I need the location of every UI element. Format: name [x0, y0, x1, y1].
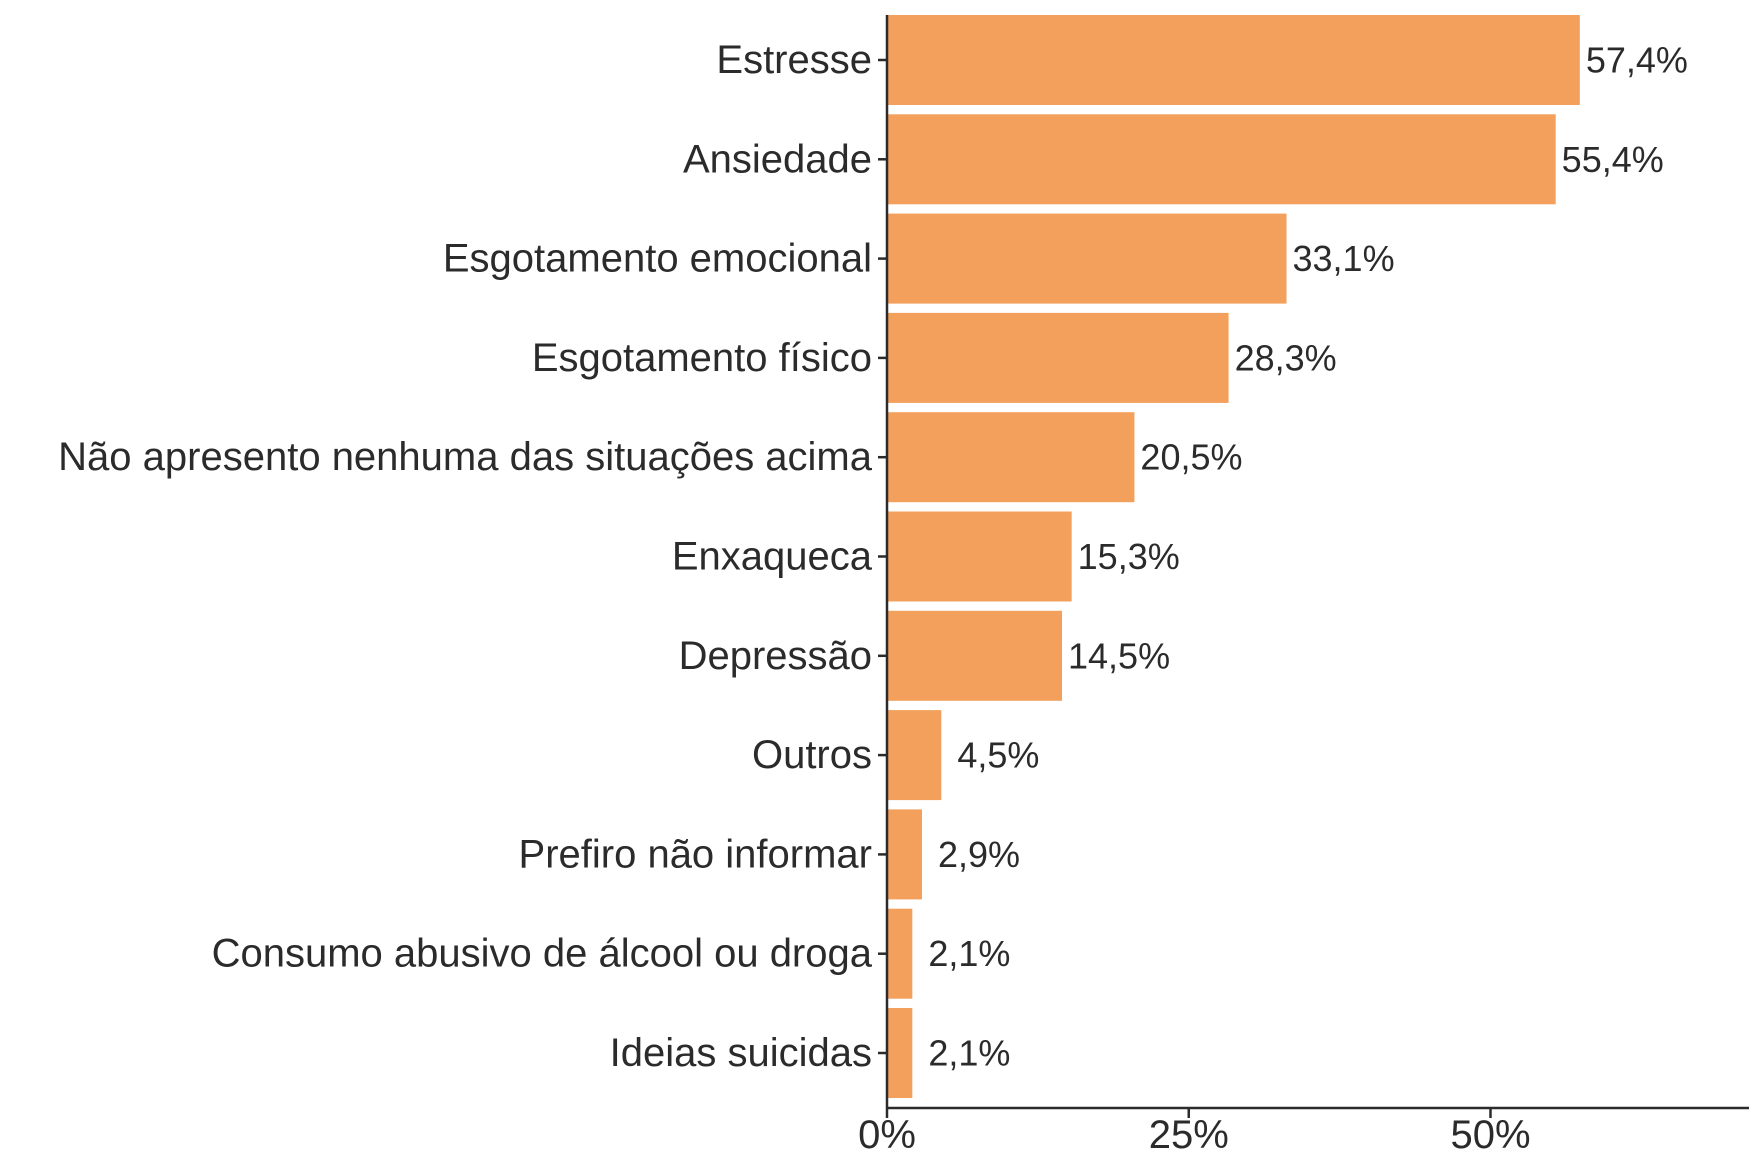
value-label: 2,9% [938, 834, 1020, 875]
value-labels: 57,4% 55,4% 33,1% 28,3% 20,5% 15,3% 14,5% 4,5% 2… [928, 40, 1688, 1074]
value-label: 20,5% [1140, 437, 1242, 478]
category-label: Ansiedade [683, 137, 872, 181]
category-label: Depressão [679, 634, 872, 678]
value-label: 2,1% [928, 1033, 1010, 1074]
bar [887, 710, 942, 801]
value-label: 15,3% [1078, 536, 1180, 577]
category-label: Não apresento nenhuma das situações acim… [58, 435, 873, 479]
category-label: Ideias suicidas [610, 1031, 872, 1075]
category-label: Consumo abusivo de álcool ou droga [212, 932, 873, 976]
bar [887, 809, 923, 900]
category-label: Prefiro não informar [519, 832, 872, 876]
category-label: Estresse [716, 38, 872, 82]
bar [887, 213, 1287, 304]
value-label: 55,4% [1562, 139, 1664, 180]
bar [887, 511, 1072, 602]
bars-layer [887, 15, 1580, 1098]
bar [887, 412, 1135, 503]
category-label: Esgotamento físico [532, 336, 872, 380]
value-label: 28,3% [1235, 337, 1337, 378]
x-tick-label: 50% [1450, 1113, 1530, 1157]
bar [887, 15, 1580, 105]
x-axis-ticks: 0% 25% 50% [858, 1108, 1531, 1157]
category-label: Enxaqueca [672, 535, 873, 579]
bar [887, 114, 1556, 205]
value-label: 14,5% [1068, 635, 1170, 676]
value-label: 33,1% [1293, 238, 1395, 279]
value-label: 57,4% [1586, 40, 1688, 81]
bar [887, 908, 913, 999]
category-label: Esgotamento emocional [443, 237, 872, 281]
value-label: 4,5% [957, 735, 1039, 776]
bar [887, 610, 1063, 701]
category-labels: Estresse Ansiedade Esgotamento emocional Es… [58, 38, 887, 1075]
axes [885, 15, 1749, 1110]
x-tick-label: 25% [1149, 1113, 1229, 1157]
category-label: Outros [752, 733, 872, 777]
bar [887, 312, 1229, 403]
value-label: 2,1% [928, 933, 1010, 974]
x-tick-label: 0% [858, 1113, 916, 1157]
bar [887, 1008, 913, 1098]
